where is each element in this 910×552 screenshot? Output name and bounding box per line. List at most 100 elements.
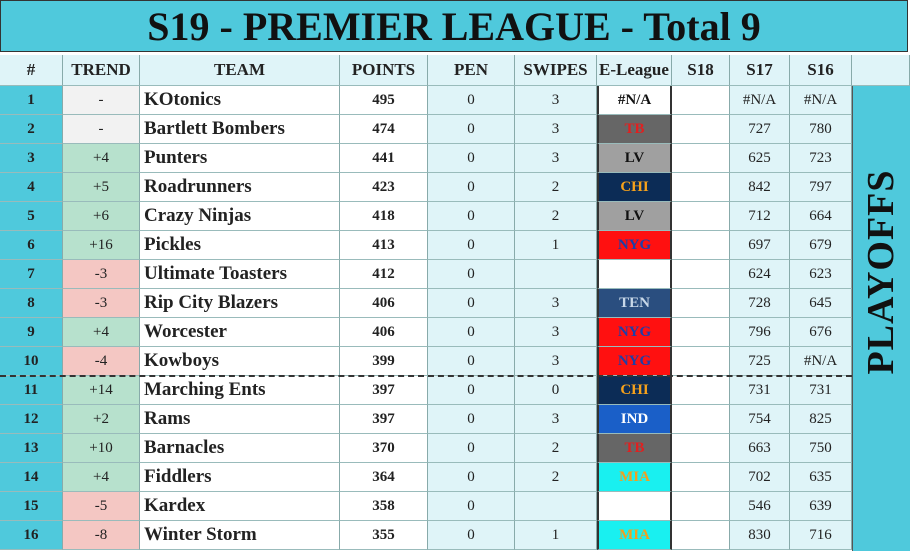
- points-cell: 495: [340, 86, 428, 115]
- e-league-cell: TEN: [597, 289, 672, 318]
- rank-cell: 3: [0, 144, 63, 173]
- s17-cell: 728: [730, 289, 790, 318]
- s16-cell: 664: [790, 202, 852, 231]
- s17-cell: #N/A: [730, 86, 790, 115]
- s16-cell: 635: [790, 463, 852, 492]
- penalty-cell: 0: [428, 405, 515, 434]
- swipes-cell: [515, 492, 597, 521]
- rank-cell: 4: [0, 173, 63, 202]
- playoffs-label: PLAYOFFS: [860, 169, 902, 375]
- swipes-cell: 3: [515, 405, 597, 434]
- trend-cell: -3: [63, 289, 140, 318]
- trend-cell: -5: [63, 492, 140, 521]
- swipes-cell: 2: [515, 434, 597, 463]
- rank-cell: 16: [0, 521, 63, 550]
- s17-cell: 625: [730, 144, 790, 173]
- e-league-cell: NYG: [597, 347, 672, 376]
- e-league-cell: TB: [597, 115, 672, 144]
- s17-cell: 624: [730, 260, 790, 289]
- team-cell: Punters: [140, 144, 340, 173]
- trend-cell: +14: [63, 376, 140, 405]
- swipes-cell: 1: [515, 521, 597, 550]
- swipes-cell: 0: [515, 376, 597, 405]
- s18-cell: [672, 231, 730, 260]
- s18-cell: [672, 521, 730, 550]
- s16-cell: 639: [790, 492, 852, 521]
- points-cell: 412: [340, 260, 428, 289]
- e-league-cell: MIA: [597, 463, 672, 492]
- penalty-cell: 0: [428, 173, 515, 202]
- team-cell: Rip City Blazers: [140, 289, 340, 318]
- team-cell: Winter Storm: [140, 521, 340, 550]
- trend-cell: +10: [63, 434, 140, 463]
- title: S19 - PREMIER LEAGUE - Total 9: [0, 0, 908, 52]
- swipes-cell: 3: [515, 144, 597, 173]
- points-cell: 423: [340, 173, 428, 202]
- team-cell: Crazy Ninjas: [140, 202, 340, 231]
- s16-header: S16: [790, 55, 852, 86]
- team-header: TEAM: [140, 55, 340, 86]
- s16-cell: 825: [790, 405, 852, 434]
- team-cell: Rams: [140, 405, 340, 434]
- penalty-cell: 0: [428, 521, 515, 550]
- e-league-cell: MIA: [597, 521, 672, 550]
- e-league-cell: NYG: [597, 318, 672, 347]
- swipes-header: SWIPES: [515, 55, 597, 86]
- rank-header: #: [0, 55, 63, 86]
- rank-cell: 9: [0, 318, 63, 347]
- s18-cell: [672, 260, 730, 289]
- trend-cell: +5: [63, 173, 140, 202]
- e-league-cell: TB: [597, 434, 672, 463]
- points-cell: 397: [340, 376, 428, 405]
- swipes-cell: [515, 260, 597, 289]
- e-league-cell: CHI: [597, 173, 672, 202]
- points-cell: 364: [340, 463, 428, 492]
- team-cell: KOtonics: [140, 86, 340, 115]
- trend-header: TREND: [63, 55, 140, 86]
- penalty-cell: 0: [428, 231, 515, 260]
- e-league-cell: NYG: [597, 231, 672, 260]
- penalty-cell: 0: [428, 347, 515, 376]
- penalty-cell: 0: [428, 86, 515, 115]
- team-cell: Kowboys: [140, 347, 340, 376]
- s17-cell: 712: [730, 202, 790, 231]
- s16-cell: 797: [790, 173, 852, 202]
- s17-cell: 546: [730, 492, 790, 521]
- trend-cell: -: [63, 115, 140, 144]
- s18-cell: [672, 173, 730, 202]
- team-cell: Kardex: [140, 492, 340, 521]
- s16-cell: 623: [790, 260, 852, 289]
- team-cell: Barnacles: [140, 434, 340, 463]
- points-cell: 397: [340, 405, 428, 434]
- e-league-cell: LV: [597, 202, 672, 231]
- s17-cell: 697: [730, 231, 790, 260]
- points-cell: 474: [340, 115, 428, 144]
- swipes-cell: 2: [515, 202, 597, 231]
- s18-cell: [672, 86, 730, 115]
- s18-cell: [672, 434, 730, 463]
- s17-cell: 796: [730, 318, 790, 347]
- rank-cell: 10: [0, 347, 63, 376]
- s18-cell: [672, 376, 730, 405]
- e-league-cell: CHI: [597, 376, 672, 405]
- e-league-cell: IND: [597, 405, 672, 434]
- swipes-cell: 3: [515, 115, 597, 144]
- trend-cell: +6: [63, 202, 140, 231]
- s16-cell: #N/A: [790, 86, 852, 115]
- s18-cell: [672, 492, 730, 521]
- s16-cell: 645: [790, 289, 852, 318]
- penalty-cell: 0: [428, 144, 515, 173]
- team-cell: Ultimate Toasters: [140, 260, 340, 289]
- s16-cell: 750: [790, 434, 852, 463]
- swipes-cell: 3: [515, 347, 597, 376]
- s18-cell: [672, 202, 730, 231]
- team-cell: Marching Ents: [140, 376, 340, 405]
- s17-cell: 731: [730, 376, 790, 405]
- s18-cell: [672, 289, 730, 318]
- e-league-cell: [597, 492, 672, 521]
- rank-cell: 5: [0, 202, 63, 231]
- s16-cell: 716: [790, 521, 852, 550]
- s17-header: S17: [730, 55, 790, 86]
- s18-header: S18: [672, 55, 730, 86]
- s16-cell: 780: [790, 115, 852, 144]
